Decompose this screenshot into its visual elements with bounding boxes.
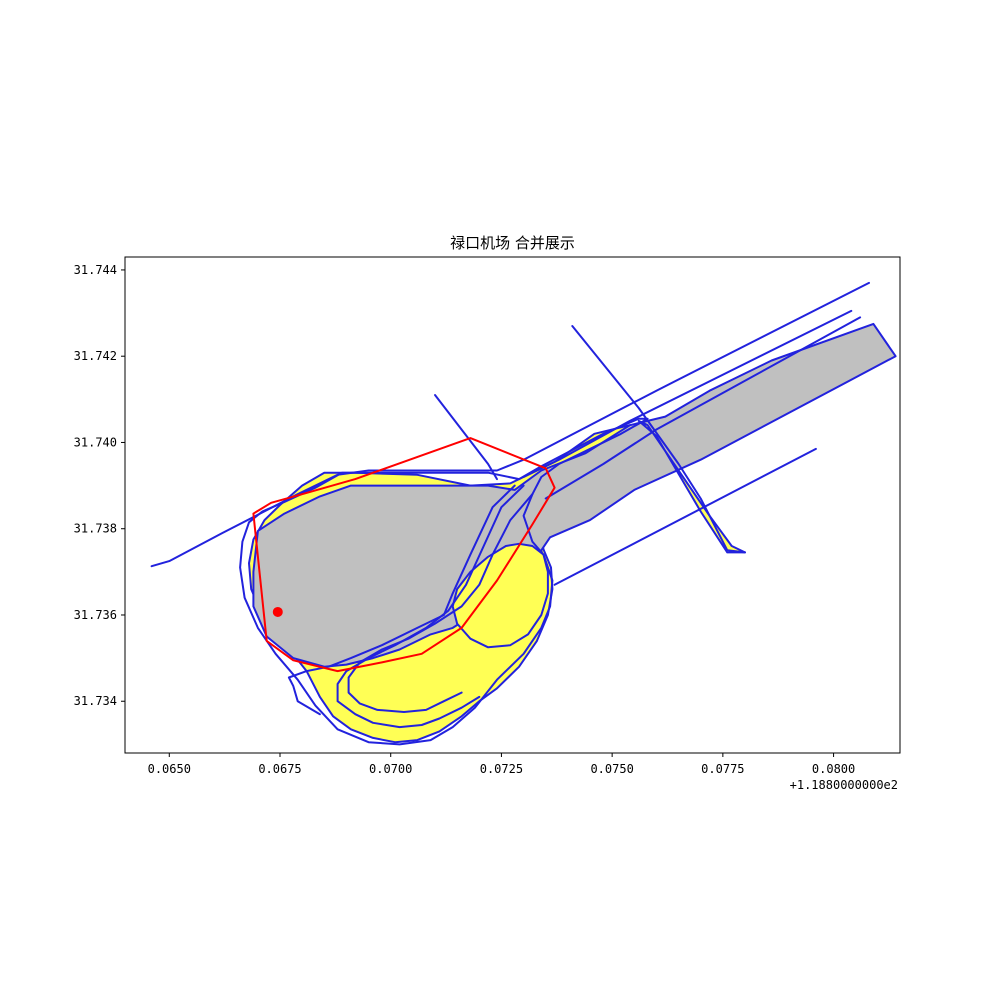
road-diagonal-down bbox=[571, 325, 746, 554]
x-tick-label: 0.0750 bbox=[590, 762, 633, 776]
road-lower bbox=[553, 447, 817, 586]
x-tick-label: 0.0800 bbox=[812, 762, 855, 776]
chart-title: 禄口机场 合并展示 bbox=[450, 234, 575, 252]
gray-runway-area bbox=[252, 322, 897, 668]
y-tick-label: 31.734 bbox=[74, 694, 117, 708]
x-tick-label: 0.0675 bbox=[258, 762, 301, 776]
x-tick-label: 0.0700 bbox=[369, 762, 412, 776]
x-tick-label: 0.0725 bbox=[480, 762, 523, 776]
road-short-diag bbox=[434, 394, 498, 481]
inner-ring-3 bbox=[347, 493, 534, 713]
road-upper-2 bbox=[522, 309, 853, 478]
x-tick-label: 0.0775 bbox=[701, 762, 744, 776]
y-tick-label: 31.744 bbox=[74, 263, 117, 277]
x-offset-label: +1.1880000000e2 bbox=[790, 778, 898, 792]
road-upper-3 bbox=[544, 316, 862, 500]
red-marker bbox=[272, 606, 283, 617]
axes-frame bbox=[124, 256, 901, 754]
y-tick-label: 31.740 bbox=[74, 435, 117, 449]
x-axis: 0.0650 0.0675 0.0700 0.0725 0.0750 0.0775 0.08… bbox=[148, 753, 855, 776]
y-tick-label: 31.736 bbox=[74, 608, 117, 622]
plot-area bbox=[150, 281, 897, 746]
red-boundary bbox=[252, 437, 556, 673]
y-tick-label: 31.738 bbox=[74, 522, 117, 536]
inner-ring-2 bbox=[336, 484, 525, 729]
road-long-upper bbox=[150, 281, 870, 568]
x-tick-label: 0.0650 bbox=[148, 762, 191, 776]
inner-ring-1 bbox=[287, 484, 516, 716]
y-axis: 31.734 31.736 31.738 31.740 31.742 31.744 bbox=[74, 263, 125, 708]
y-tick-label: 31.742 bbox=[74, 349, 117, 363]
yellow-diagonal-strip bbox=[637, 419, 746, 554]
